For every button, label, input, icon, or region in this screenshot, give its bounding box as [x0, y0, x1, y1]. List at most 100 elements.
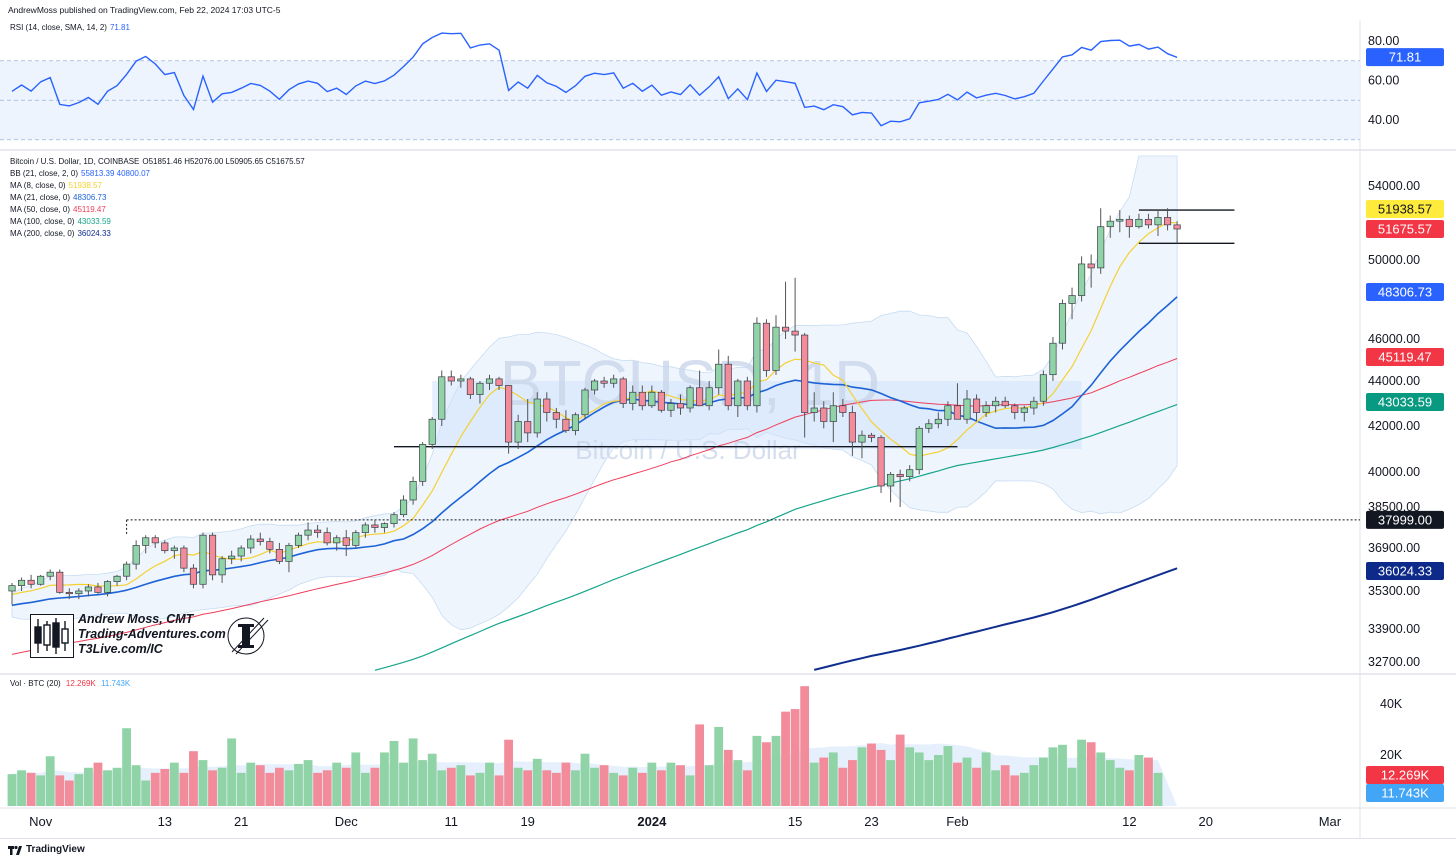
candle-body: [887, 473, 895, 487]
rsi-legend[interactable]: RSI (14, close, SMA, 14, 2) 71.81: [10, 22, 130, 34]
rsi-line: [11, 32, 1178, 127]
candle: [189, 564, 198, 589]
candle-body: [170, 547, 178, 552]
candle: [600, 376, 608, 388]
volume-bar: [571, 770, 580, 806]
ma-100-line: [374, 404, 1178, 671]
rsi-last-label: 71.81: [1389, 50, 1422, 65]
candle-body: [428, 418, 436, 445]
footer-bar: TradingView: [0, 838, 1456, 861]
candle: [505, 385, 513, 454]
volume-bar: [485, 762, 494, 806]
volume-bar: [714, 726, 724, 806]
volume-bar: [227, 738, 237, 806]
candle-body: [161, 542, 169, 552]
candle-body: [314, 529, 322, 533]
candle-body: [543, 398, 551, 413]
candle-body: [151, 537, 159, 544]
candle: [1135, 213, 1143, 229]
candle-body: [1125, 218, 1133, 228]
volume-bar: [466, 775, 475, 806]
tradingview-logo-icon[interactable]: [8, 843, 22, 857]
volume-bar: [752, 735, 762, 806]
candle-body: [590, 380, 599, 391]
candle-body: [1030, 400, 1038, 409]
candle-body: [858, 434, 866, 443]
candle: [1106, 215, 1114, 238]
candle-body: [781, 326, 790, 332]
candle: [342, 530, 350, 557]
candle: [457, 374, 465, 388]
indicator-legend-5[interactable]: MA (200, close, 0) 36024.33: [10, 228, 111, 240]
candle-body: [801, 334, 809, 413]
candle-body: [1011, 405, 1019, 413]
volume-label-1-bg: [1366, 766, 1444, 784]
volume-bar: [236, 772, 246, 806]
volume-bar: [914, 752, 924, 806]
candle-body: [390, 514, 398, 525]
footer-brand[interactable]: TradingView: [26, 844, 85, 855]
candle: [715, 349, 723, 395]
candle: [638, 385, 646, 411]
x-axis: Nov 13 21 Dec 11 19 2024 15 23 Feb 12 20 Mar: [29, 814, 1342, 829]
candle: [524, 399, 532, 443]
volume-bar: [160, 769, 170, 806]
candle: [419, 442, 427, 486]
candle: [428, 417, 436, 449]
indicator-legend-0[interactable]: BB (21, close, 2, 0) 55813.39 40800.07: [10, 168, 150, 180]
indicator-legend-1[interactable]: MA (8, close, 0) 51938.57: [10, 180, 102, 192]
x-tick-label: Feb: [946, 814, 968, 829]
candle-body: [380, 523, 389, 528]
candle: [887, 472, 895, 503]
candle: [543, 392, 551, 422]
symbol-legend[interactable]: Bitcoin / U.S. Dollar, 1D, COINBASE: [10, 157, 140, 166]
drawn-lines: [126, 209, 1360, 536]
volume-bar: [427, 753, 437, 806]
indicator-legend-2[interactable]: MA (21, close, 0) 48306.73: [10, 192, 106, 204]
volume-bar: [303, 760, 313, 806]
candle: [705, 381, 713, 411]
candle-body: [696, 387, 704, 407]
candle: [610, 374, 618, 388]
rsi-panel[interactable]: RSI (14, close, SMA, 14, 2) 71.81: [0, 20, 1456, 150]
volume-bar: [208, 770, 217, 806]
candle: [581, 387, 589, 420]
candle-body: [686, 387, 694, 409]
volume-bar: [704, 765, 714, 806]
candle: [361, 522, 369, 538]
volume-bar: [542, 770, 552, 806]
candle-body: [1068, 295, 1076, 304]
volume-bar: [551, 772, 561, 806]
candle: [247, 535, 255, 554]
candle: [514, 414, 522, 449]
candle: [992, 396, 1000, 413]
candle: [304, 522, 312, 541]
volume-legend-value-1: 12.269K: [65, 679, 96, 688]
indicator-legend-3[interactable]: MA (50, close, 0) 45119.47: [10, 204, 106, 216]
candle-body: [1078, 263, 1086, 296]
candle: [84, 584, 92, 597]
author-name: Andrew Moss, CMT: [78, 612, 194, 626]
rsi-series: [0, 32, 1360, 141]
candle-body: [495, 378, 503, 386]
candle: [944, 401, 952, 426]
volume-bar: [370, 767, 380, 806]
candle-body: [84, 586, 92, 592]
price-label-45119.47: 45119.47: [1378, 350, 1431, 365]
candle-body: [953, 405, 962, 420]
candle-body: [256, 538, 264, 542]
candle: [180, 545, 188, 573]
indicator-legend-4[interactable]: MA (100, close, 0) 43033.59: [10, 216, 111, 228]
chart-canvas[interactable]: BTCUSD, 1D Bitcoin / U.S. Dollar 80.0060…: [0, 0, 1456, 838]
candle-body: [37, 575, 45, 585]
volume-bar: [408, 738, 418, 806]
price-label-36024.33: 36024.33: [1378, 564, 1432, 579]
volume-bar: [771, 735, 781, 806]
volume-bar: [637, 772, 647, 806]
candle-body: [676, 403, 685, 409]
candle: [103, 580, 112, 597]
volume-legend[interactable]: Vol · BTC (20) 12.269K 11.743K: [0, 678, 1456, 692]
candle-body: [285, 545, 293, 562]
volume-bar: [781, 711, 790, 806]
candle-body: [123, 563, 131, 577]
